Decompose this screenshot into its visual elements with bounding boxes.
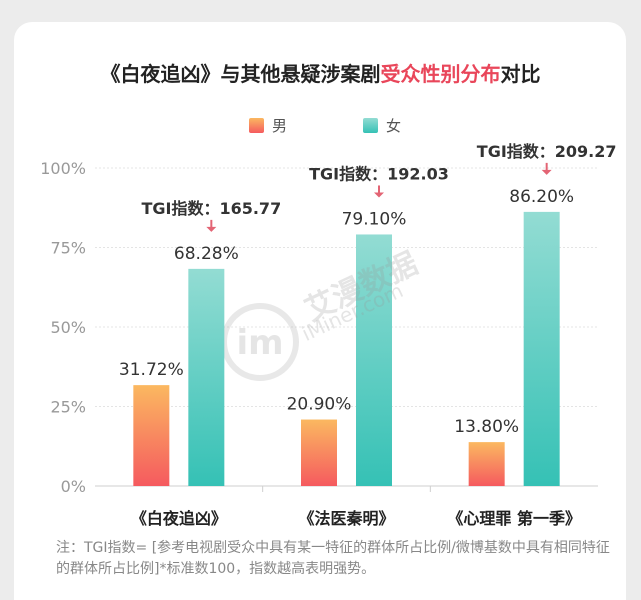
footnote: 注：TGI指数= [参考电视剧受众中具有某一特征的群体所占比例/微博基数中具有相… xyxy=(56,540,610,577)
y-tick-label: 75% xyxy=(50,239,86,258)
legend: 男 女 xyxy=(0,115,641,137)
bar-male-1 xyxy=(133,385,170,486)
legend-label-female: 女 xyxy=(386,117,402,135)
y-tick-label: 50% xyxy=(50,318,86,337)
legend-swatch-female xyxy=(363,118,378,133)
data-label-female-2: 79.10% xyxy=(342,209,407,229)
x-category-label: 《法医秦明》 xyxy=(298,509,394,528)
x-category-label: 《白夜追凶》 xyxy=(131,509,227,528)
title-prefix: 《白夜追凶》与其他悬疑涉案剧 xyxy=(100,62,381,86)
bar-female-3 xyxy=(523,211,560,486)
tgi-arrow-head xyxy=(541,169,552,175)
data-label-female-3: 86.20% xyxy=(509,187,574,207)
legend-label-male: 男 xyxy=(272,117,288,135)
data-label-female-1: 68.28% xyxy=(174,244,239,264)
bar-female-2 xyxy=(356,234,392,486)
x-category-label: 《心理罪 第一季》 xyxy=(447,509,581,528)
bar-male-2 xyxy=(301,419,337,486)
title-suffix: 对比 xyxy=(500,62,541,86)
y-tick-label: 25% xyxy=(50,398,86,417)
bar-male-3 xyxy=(468,442,505,486)
watermark-logo: im xyxy=(221,303,299,381)
tgi-label-3: TGI指数：209.27 xyxy=(477,142,617,161)
bar-chart: im 0% 25% 50% 75% 100% 31.72% 68.28% TGI指数：165… xyxy=(40,142,617,528)
legend-item-female: 女 xyxy=(363,115,401,136)
chart-title: 《白夜追凶》与其他悬疑涉案剧受众性别分布对比 xyxy=(0,58,641,87)
data-label-male-1: 31.72% xyxy=(119,360,184,380)
watermark-logo-text: im xyxy=(236,323,283,363)
tgi-arrow-head xyxy=(206,226,217,232)
legend-swatch-male xyxy=(249,118,264,133)
y-tick-label: 100% xyxy=(40,159,86,178)
tgi-label-1: TGI指数：165.77 xyxy=(141,199,281,218)
tgi-arrow-head xyxy=(374,192,384,198)
data-label-male-2: 20.90% xyxy=(287,395,352,415)
bar-female-1 xyxy=(188,268,225,486)
title-highlight: 受众性别分布 xyxy=(380,62,501,86)
data-label-male-3: 13.80% xyxy=(454,417,519,437)
legend-item-male: 男 xyxy=(249,115,287,136)
tgi-label-2: TGI指数：192.03 xyxy=(309,164,449,183)
y-tick-label: 0% xyxy=(61,477,86,496)
